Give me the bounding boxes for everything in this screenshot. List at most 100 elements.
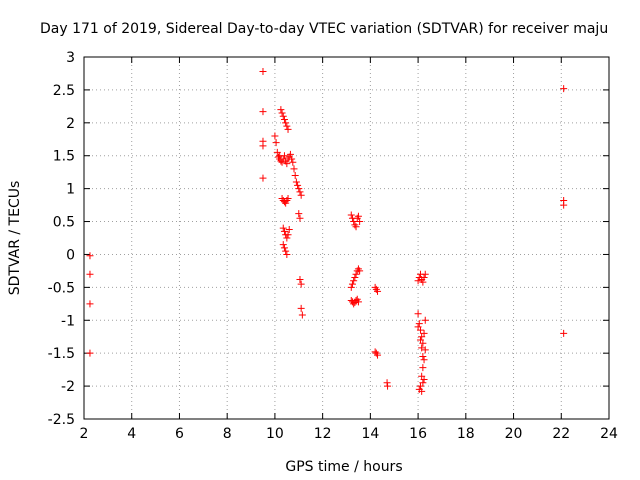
data-point [284, 231, 292, 239]
data-point [420, 376, 428, 384]
y-tick-label: 0.5 [53, 215, 75, 231]
data-point [271, 132, 279, 140]
data-point [354, 298, 362, 306]
data-point [286, 150, 294, 158]
data-point [289, 158, 297, 166]
data-point [282, 247, 290, 255]
data-point [279, 224, 287, 232]
data-point [284, 125, 292, 133]
data-point [420, 273, 428, 281]
data-point [284, 195, 292, 203]
data-point [414, 323, 422, 331]
data-point [421, 346, 429, 354]
y-tick-label: -1 [61, 313, 75, 329]
data-point [420, 356, 428, 364]
data-point [374, 287, 382, 295]
plot-frame [83, 56, 610, 420]
data-point [352, 270, 360, 278]
data-point [348, 280, 356, 288]
data-point [560, 201, 568, 209]
y-axis-label: SDTVAR / TECUs [7, 181, 23, 296]
data-point [419, 364, 427, 372]
data-point [283, 234, 291, 242]
data-point [277, 106, 285, 114]
y-tick-label: -0.5 [48, 280, 75, 296]
x-tick-label: 22 [552, 426, 570, 442]
data-point [419, 278, 427, 286]
data-point [290, 165, 298, 173]
data-point [86, 349, 94, 357]
data-point [288, 155, 296, 163]
data-point [347, 283, 355, 291]
x-tick-label: 20 [505, 426, 523, 442]
data-point [416, 336, 424, 344]
data-point [384, 382, 392, 390]
data-point [352, 223, 360, 231]
data-point [296, 275, 304, 283]
data-point [296, 214, 304, 222]
x-tick-label: 12 [314, 426, 332, 442]
data-point [297, 280, 305, 288]
data-point [560, 329, 568, 337]
data-point [259, 142, 267, 150]
data-point [296, 188, 304, 196]
data-point [350, 277, 358, 285]
x-tick-label: 14 [361, 426, 379, 442]
data-point [280, 152, 288, 160]
data-point [421, 316, 429, 324]
y-tick-label: 3 [66, 50, 75, 66]
data-point [283, 122, 291, 130]
data-point [415, 320, 423, 328]
data-point [418, 344, 426, 352]
data-point [414, 310, 422, 318]
y-tick-label: 2.5 [53, 83, 75, 99]
y-tick-label: -1.5 [48, 346, 75, 362]
y-tick-label: 1 [66, 182, 75, 198]
data-point [279, 112, 287, 120]
data-point [86, 300, 94, 308]
data-point [414, 277, 422, 285]
data-point [356, 218, 364, 226]
grid [84, 57, 609, 419]
data-point [416, 382, 424, 390]
data-point [278, 109, 286, 117]
data-point [278, 158, 286, 166]
data-point [283, 250, 291, 258]
x-tick-label: 18 [457, 426, 475, 442]
x-tick-label: 24 [600, 426, 618, 442]
data-point [280, 116, 288, 124]
data-point [298, 311, 306, 319]
data-point [347, 211, 355, 219]
data-point [420, 329, 428, 337]
x-tick-label: 10 [266, 426, 284, 442]
data-point [259, 67, 267, 75]
y-tick-label: -2.5 [48, 412, 75, 428]
data-point [421, 270, 429, 278]
data-point [282, 119, 290, 127]
data-point [297, 191, 305, 199]
data-point [280, 227, 288, 235]
data-point [418, 387, 426, 395]
data-points [86, 67, 568, 395]
x-tick-label: 16 [409, 426, 427, 442]
y-tick-label: 1.5 [53, 149, 75, 165]
axis-ticks: 2 4 6 8 10 12 14 16 18 20 22 2432.521.510.50-0.5-1-… [48, 50, 618, 442]
data-point [294, 181, 302, 189]
data-point [259, 108, 267, 116]
y-tick-label: -2 [61, 379, 75, 395]
data-point [374, 351, 382, 359]
x-axis-label: GPS time / hours [285, 459, 402, 475]
data-point [560, 85, 568, 93]
data-point [295, 210, 303, 218]
data-point [354, 212, 362, 220]
data-point [419, 352, 427, 360]
data-point [350, 218, 358, 226]
y-tick-label: 0 [66, 247, 75, 263]
data-point [356, 267, 364, 275]
data-point [297, 304, 305, 312]
chart-title: Day 171 of 2019, Sidereal Day-to-day VTE… [40, 21, 608, 37]
x-tick-label: 6 [175, 426, 184, 442]
data-point [292, 178, 300, 186]
